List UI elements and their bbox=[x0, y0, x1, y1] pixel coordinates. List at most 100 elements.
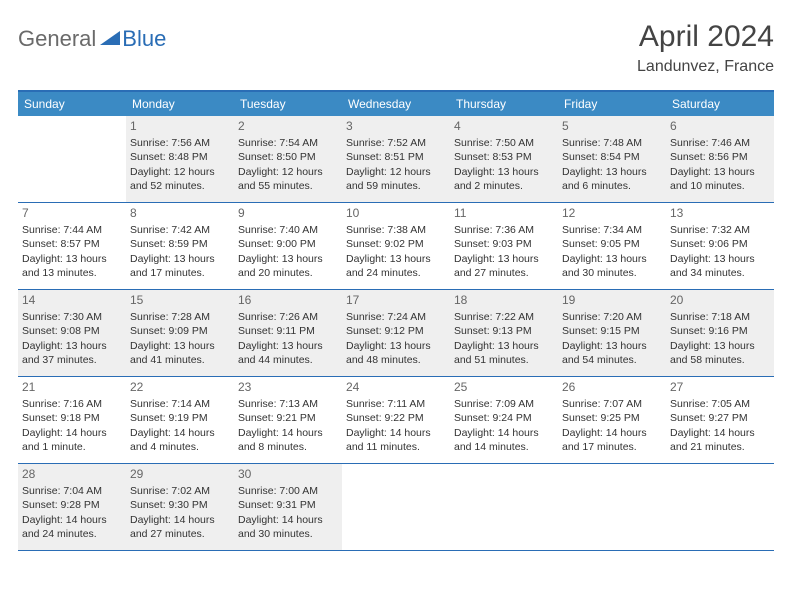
sunrise-text: Sunrise: 7:52 AM bbox=[346, 136, 446, 150]
day-cell: 24Sunrise: 7:11 AMSunset: 9:22 PMDayligh… bbox=[342, 377, 450, 463]
day-number: 21 bbox=[22, 379, 122, 395]
sunrise-text: Sunrise: 7:16 AM bbox=[22, 397, 122, 411]
daylight-text: Daylight: 12 hours and 55 minutes. bbox=[238, 165, 338, 193]
day-cell bbox=[558, 464, 666, 550]
sunset-text: Sunset: 9:12 PM bbox=[346, 324, 446, 338]
weekday-header-row: SundayMondayTuesdayWednesdayThursdayFrid… bbox=[18, 92, 774, 116]
day-cell bbox=[342, 464, 450, 550]
daylight-text: Daylight: 14 hours and 27 minutes. bbox=[130, 513, 230, 541]
sunrise-text: Sunrise: 7:22 AM bbox=[454, 310, 554, 324]
sunrise-text: Sunrise: 7:34 AM bbox=[562, 223, 662, 237]
daylight-text: Daylight: 14 hours and 21 minutes. bbox=[670, 426, 770, 454]
weekday-friday: Friday bbox=[558, 92, 666, 116]
page-title: April 2024 bbox=[637, 20, 774, 54]
daylight-text: Daylight: 13 hours and 20 minutes. bbox=[238, 252, 338, 280]
daylight-text: Daylight: 13 hours and 30 minutes. bbox=[562, 252, 662, 280]
sunrise-text: Sunrise: 7:07 AM bbox=[562, 397, 662, 411]
day-number: 1 bbox=[130, 118, 230, 134]
header: General Blue April 2024 Landunvez, Franc… bbox=[18, 20, 774, 76]
sunset-text: Sunset: 9:18 PM bbox=[22, 411, 122, 425]
sunset-text: Sunset: 8:50 PM bbox=[238, 150, 338, 164]
day-cell: 17Sunrise: 7:24 AMSunset: 9:12 PMDayligh… bbox=[342, 290, 450, 376]
day-cell: 23Sunrise: 7:13 AMSunset: 9:21 PMDayligh… bbox=[234, 377, 342, 463]
sunrise-text: Sunrise: 7:26 AM bbox=[238, 310, 338, 324]
day-cell: 15Sunrise: 7:28 AMSunset: 9:09 PMDayligh… bbox=[126, 290, 234, 376]
daylight-text: Daylight: 14 hours and 11 minutes. bbox=[346, 426, 446, 454]
sunset-text: Sunset: 9:30 PM bbox=[130, 498, 230, 512]
daylight-text: Daylight: 12 hours and 59 minutes. bbox=[346, 165, 446, 193]
day-number: 17 bbox=[346, 292, 446, 308]
week-row: 1Sunrise: 7:56 AMSunset: 8:48 PMDaylight… bbox=[18, 116, 774, 203]
day-cell: 2 Sunrise: 7:54 AMSunset: 8:50 PMDaylight… bbox=[234, 116, 342, 202]
sunrise-text: Sunrise: 7:32 AM bbox=[670, 223, 770, 237]
day-cell: 11Sunrise: 7:36 AMSunset: 9:03 PMDayligh… bbox=[450, 203, 558, 289]
daylight-text: Daylight: 14 hours and 14 minutes. bbox=[454, 426, 554, 454]
day-number: 4 bbox=[454, 118, 554, 134]
daylight-text: Daylight: 12 hours and 52 minutes. bbox=[130, 165, 230, 193]
sunset-text: Sunset: 9:00 PM bbox=[238, 237, 338, 251]
week-row: 28Sunrise: 7:04 AMSunset: 9:28 PMDayligh… bbox=[18, 464, 774, 551]
weekday-tuesday: Tuesday bbox=[234, 92, 342, 116]
week-row: 14Sunrise: 7:30 AMSunset: 9:08 PMDayligh… bbox=[18, 290, 774, 377]
title-block: April 2024 Landunvez, France bbox=[637, 20, 774, 76]
week-row: 21 Sunrise: 7:16 AMSunset: 9:18 PM Dayligh… bbox=[18, 377, 774, 464]
sunset-text: Sunset: 8:59 PM bbox=[130, 237, 230, 251]
day-number: 2 bbox=[238, 118, 338, 134]
day-cell: 14Sunrise: 7:30 AMSunset: 9:08 PMDayligh… bbox=[18, 290, 126, 376]
daylight-text: Daylight: 13 hours and 58 minutes. bbox=[670, 339, 770, 367]
sunrise-text: Sunrise: 7:24 AM bbox=[346, 310, 446, 324]
day-cell: 21Sunrise: 7:16 AMSunset: 9:18 PMDayligh… bbox=[18, 377, 126, 463]
sunrise-text: Sunrise: 7:30 AM bbox=[22, 310, 122, 324]
day-cell: 25Sunrise: 7:09 AMSunset: 9:24 PMDayligh… bbox=[450, 377, 558, 463]
sunrise-text: Sunrise: 7:46 AM bbox=[670, 136, 770, 150]
sunrise-text: Sunrise: 7:56 AM bbox=[130, 136, 230, 150]
day-number: 22 bbox=[130, 379, 230, 395]
sunrise-text: Sunrise: 7:09 AM bbox=[454, 397, 554, 411]
day-number: 12 bbox=[562, 205, 662, 221]
day-number: 3 bbox=[346, 118, 446, 134]
daylight-text: Daylight: 14 hours and 24 minutes. bbox=[22, 513, 122, 541]
daylight-text: Daylight: 13 hours and 6 minutes. bbox=[562, 165, 662, 193]
day-number: 26 bbox=[562, 379, 662, 395]
day-cell: 28Sunrise: 7:04 AMSunset: 9:28 PMDayligh… bbox=[18, 464, 126, 550]
day-cell: 18Sunrise: 7:22 AMSunset: 9:13 PMDayligh… bbox=[450, 290, 558, 376]
daylight-text: Daylight: 14 hours and 4 minutes. bbox=[130, 426, 230, 454]
daylight-text: Daylight: 13 hours and 41 minutes. bbox=[130, 339, 230, 367]
daylight-text: Daylight: 13 hours and 10 minutes. bbox=[670, 165, 770, 193]
day-number: 6 bbox=[670, 118, 770, 134]
day-number: 16 bbox=[238, 292, 338, 308]
weekday-thursday: Thursday bbox=[450, 92, 558, 116]
daylight-text: Daylight: 13 hours and 24 minutes. bbox=[346, 252, 446, 280]
day-cell: 1Sunrise: 7:56 AMSunset: 8:48 PMDaylight… bbox=[126, 116, 234, 202]
day-number: 9 bbox=[238, 205, 338, 221]
sunset-text: Sunset: 9:24 PM bbox=[454, 411, 554, 425]
logo-triangle-icon bbox=[100, 29, 120, 50]
day-cell: 13Sunrise: 7:32 AMSunset: 9:06 PMDayligh… bbox=[666, 203, 774, 289]
sunset-text: Sunset: 9:25 PM bbox=[562, 411, 662, 425]
daylight-text: Daylight: 13 hours and 44 minutes. bbox=[238, 339, 338, 367]
sunrise-text: Sunrise: 7:54 AM bbox=[238, 136, 338, 150]
daylight-text: Daylight: 13 hours and 13 minutes. bbox=[22, 252, 122, 280]
sunset-text: Sunset: 9:19 PM bbox=[130, 411, 230, 425]
sunset-text: Sunset: 9:13 PM bbox=[454, 324, 554, 338]
sunset-text: Sunset: 9:21 PM bbox=[238, 411, 338, 425]
sunset-text: Sunset: 8:56 PM bbox=[670, 150, 770, 164]
weekday-saturday: Saturday bbox=[666, 92, 774, 116]
day-number: 27 bbox=[670, 379, 770, 395]
day-cell: 20Sunrise: 7:18 AMSunset: 9:16 PMDayligh… bbox=[666, 290, 774, 376]
daylight-text: Daylight: 13 hours and 17 minutes. bbox=[130, 252, 230, 280]
day-number: 23 bbox=[238, 379, 338, 395]
sunrise-text: Sunrise: 7:50 AM bbox=[454, 136, 554, 150]
daylight-text: Daylight: 13 hours and 34 minutes. bbox=[670, 252, 770, 280]
calendar: SundayMondayTuesdayWednesdayThursdayFrid… bbox=[18, 90, 774, 551]
daylight-text: Daylight: 14 hours and 17 minutes. bbox=[562, 426, 662, 454]
sunset-text: Sunset: 8:53 PM bbox=[454, 150, 554, 164]
weekday-monday: Monday bbox=[126, 92, 234, 116]
logo-text-blue: Blue bbox=[122, 26, 166, 52]
sunrise-text: Sunrise: 7:18 AM bbox=[670, 310, 770, 324]
daylight-text: Daylight: 13 hours and 54 minutes. bbox=[562, 339, 662, 367]
day-cell: 5Sunrise: 7:48 AMSunset: 8:54 PMDaylight… bbox=[558, 116, 666, 202]
sunset-text: Sunset: 9:05 PM bbox=[562, 237, 662, 251]
day-cell: 16Sunrise: 7:26 AMSunset: 9:11 PMDayligh… bbox=[234, 290, 342, 376]
daylight-text: Daylight: 13 hours and 37 minutes. bbox=[22, 339, 122, 367]
